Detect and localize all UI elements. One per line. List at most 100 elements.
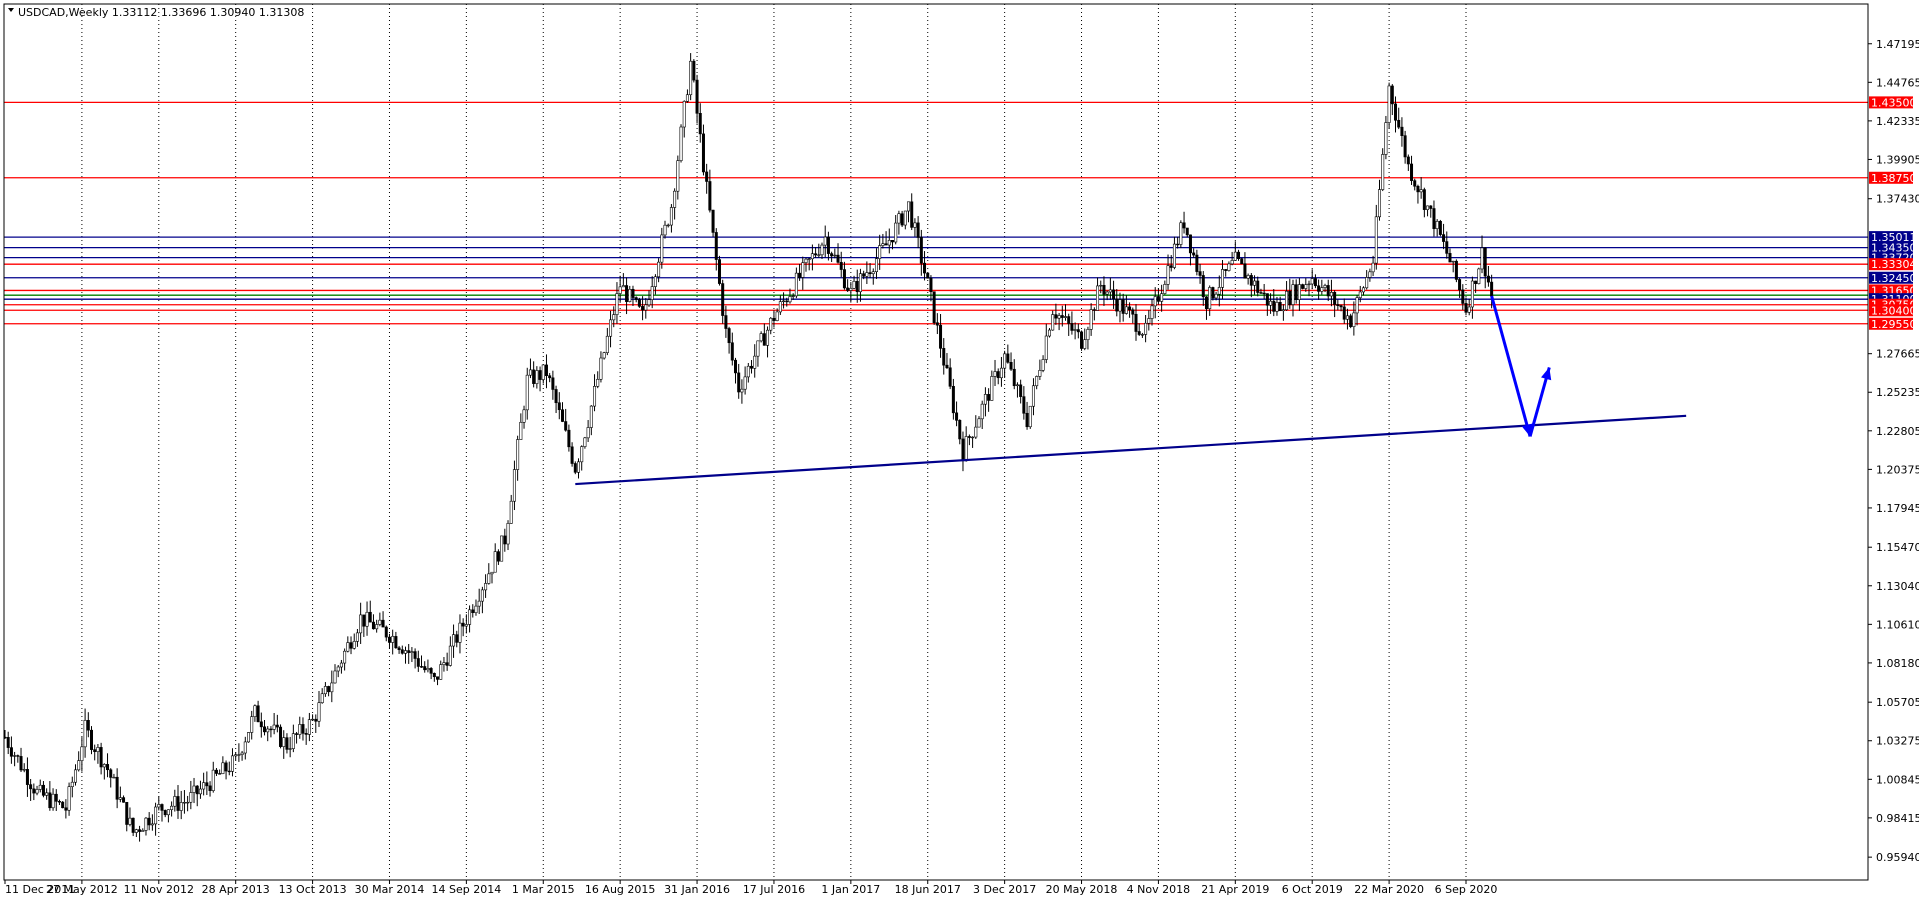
candle-body [227, 770, 231, 773]
candle-body [769, 317, 773, 331]
candle-body [439, 664, 443, 680]
candle-body [727, 328, 731, 344]
candle-body [577, 461, 581, 473]
candle-body [480, 589, 484, 602]
candle-body [253, 705, 257, 718]
candle-body [1144, 322, 1148, 335]
candle-body [894, 222, 898, 243]
candle-body [746, 365, 750, 378]
y-tick-label: 1.13040 [1876, 580, 1919, 593]
candle-body [971, 436, 975, 439]
projection-arrow-shaft[interactable] [1528, 367, 1551, 437]
x-tick-label: 1 Jan 2017 [821, 883, 880, 896]
candle-body [1461, 289, 1465, 304]
candle-body [1070, 323, 1074, 331]
candle-body [323, 686, 327, 695]
candle-body [878, 245, 882, 259]
candle-body [621, 285, 625, 288]
level-price-label: 1.34350 [1871, 242, 1917, 255]
candle-body [939, 324, 943, 349]
y-tick-label: 1.27665 [1876, 348, 1919, 361]
candle-body [849, 288, 853, 291]
x-tick-label: 14 Sep 2014 [432, 883, 502, 896]
symbol-header: USDCAD,Weekly 1.33112 1.33696 1.30940 1.… [18, 6, 304, 19]
candle-body [858, 273, 862, 293]
candle-body [945, 364, 949, 369]
y-tick-label: 1.00845 [1876, 773, 1919, 786]
candle-body [1211, 287, 1215, 299]
candle-body [1006, 353, 1010, 363]
projection-arrow-shaft[interactable] [1490, 295, 1532, 437]
candle-body [653, 276, 657, 287]
candle-body [48, 792, 52, 809]
candle-body [750, 365, 754, 369]
candle-body [900, 213, 904, 226]
candle-body [1012, 368, 1016, 387]
level-price-tag [1869, 171, 1913, 184]
candle-body [705, 171, 709, 182]
candle-body [64, 807, 68, 811]
candle-body [1019, 384, 1023, 397]
candle-body [593, 386, 597, 407]
candle-body [291, 733, 295, 749]
candle-body [1464, 303, 1468, 313]
y-tick-label: 1.05705 [1876, 696, 1919, 709]
candle-body [80, 746, 84, 762]
collapse-triangle-icon[interactable] [8, 8, 14, 12]
price-candles [3, 53, 1494, 842]
candle-body [1160, 293, 1164, 302]
level-price-tag [1869, 241, 1913, 254]
candle-body [785, 300, 789, 303]
candle-body [801, 262, 805, 278]
candle-body [810, 253, 814, 260]
candle-body [865, 272, 869, 277]
candle-body [1118, 299, 1122, 312]
candle-body [852, 280, 856, 289]
candle-body [1265, 293, 1269, 306]
candle-body [862, 273, 866, 277]
candle-body [1320, 287, 1324, 292]
candle-body [1003, 353, 1007, 369]
candle-body [54, 793, 58, 802]
level-price-tag [1869, 258, 1913, 271]
candle-body [1204, 296, 1208, 309]
candle-body [458, 622, 462, 643]
support-trendline[interactable] [575, 414, 1687, 486]
candle-body [1313, 278, 1317, 287]
candle-body [1041, 359, 1045, 371]
candle-body [1397, 119, 1401, 128]
y-tick-label: 1.37430 [1876, 193, 1919, 206]
candle-body [237, 754, 241, 756]
x-tick-label: 16 Aug 2015 [585, 883, 655, 896]
candle-body [615, 293, 619, 315]
candle-body [122, 797, 126, 803]
candle-body [144, 817, 148, 831]
candle-body [759, 333, 763, 342]
candle-body [1285, 290, 1289, 311]
x-tick-label: 13 Oct 2013 [279, 883, 347, 896]
y-tick-label: 0.95940 [1876, 851, 1919, 864]
candle-body [423, 666, 427, 671]
candle-body [730, 342, 734, 361]
candle-body [1237, 251, 1241, 259]
candle-body [605, 335, 609, 353]
x-tick-label: 28 Apr 2013 [202, 883, 270, 896]
candle-body [1140, 334, 1144, 336]
candle-body [1486, 275, 1490, 283]
candle-body [67, 786, 71, 811]
candle-body [346, 642, 350, 652]
candle-body [512, 469, 516, 502]
candle-body [333, 670, 337, 684]
y-tick-label: 1.17945 [1876, 502, 1919, 515]
candle-body [1403, 135, 1407, 158]
candle-body [285, 737, 289, 750]
candle-body [1301, 284, 1305, 289]
candle-body [999, 367, 1003, 379]
candle-body [259, 721, 263, 728]
candle-body [429, 668, 433, 674]
candle-body [548, 375, 552, 379]
candle-body [974, 426, 978, 438]
candle-body [471, 609, 475, 614]
